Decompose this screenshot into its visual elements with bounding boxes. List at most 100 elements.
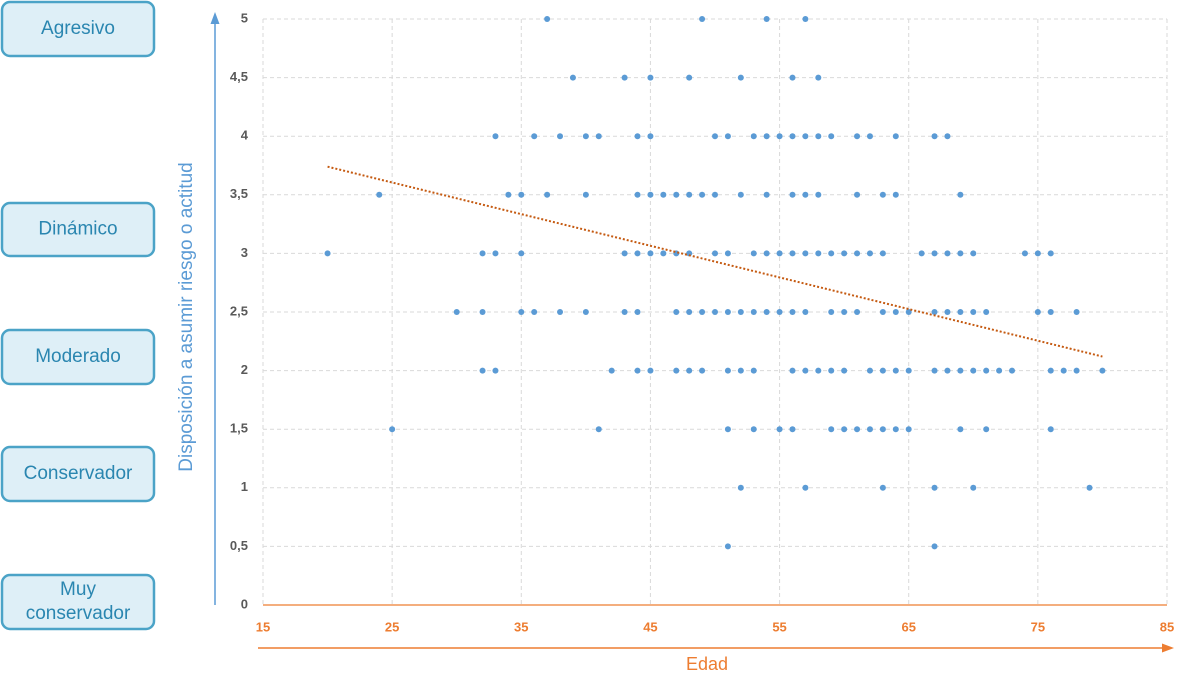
point (595, 426, 602, 433)
point (879, 250, 886, 257)
point (1086, 484, 1093, 491)
point (841, 250, 848, 257)
point (931, 484, 938, 491)
point (750, 309, 757, 315)
point (776, 133, 783, 140)
category-label-line: Muy (60, 579, 96, 600)
point (802, 133, 809, 140)
trendline (327, 165, 1103, 358)
point (828, 309, 835, 315)
point (1073, 367, 1080, 374)
point (1047, 367, 1054, 374)
y-tick-label: 5 (241, 10, 248, 25)
point (621, 309, 628, 315)
point (750, 133, 757, 140)
point (970, 367, 977, 374)
y-tick-label: 3,5 (230, 186, 248, 201)
point (892, 309, 899, 315)
category-label: Agresivo (41, 18, 115, 39)
category-label: Moderado (35, 346, 121, 367)
point (634, 367, 641, 374)
point (957, 191, 964, 198)
category-label: Muy conservador (26, 579, 131, 624)
point (802, 367, 809, 374)
point (879, 484, 886, 491)
point (815, 250, 822, 257)
point (686, 367, 693, 374)
point (866, 250, 873, 257)
point (905, 426, 912, 433)
point (582, 191, 589, 198)
point (621, 74, 628, 81)
point (776, 250, 783, 257)
point (686, 309, 693, 315)
point (712, 191, 718, 198)
point (582, 309, 589, 315)
point (815, 191, 822, 198)
point (595, 133, 602, 140)
point (1099, 367, 1106, 374)
point (750, 250, 757, 257)
point (647, 74, 654, 81)
point (789, 133, 796, 140)
category-box (0, 328, 156, 386)
point (557, 309, 564, 315)
point (1021, 250, 1028, 257)
point (1047, 426, 1054, 433)
point (608, 367, 615, 374)
point (866, 133, 873, 140)
point (854, 426, 861, 433)
point (750, 367, 757, 374)
x-axis-label: Edad (686, 654, 728, 674)
category-label: Dinámico (38, 219, 117, 240)
point (518, 309, 525, 315)
point (931, 543, 938, 550)
point (879, 309, 886, 315)
point (724, 426, 731, 433)
point (879, 426, 886, 433)
point (789, 426, 796, 433)
point (854, 309, 861, 315)
point (931, 309, 938, 315)
point (544, 191, 551, 198)
point (324, 250, 331, 257)
point (944, 309, 951, 315)
point (376, 191, 383, 198)
point (1047, 309, 1054, 315)
y-tick-label: 1,5 (230, 421, 248, 436)
point (892, 133, 899, 140)
point (931, 133, 938, 140)
point (789, 309, 796, 315)
category-box (0, 0, 156, 58)
point (712, 250, 718, 257)
point (647, 367, 654, 374)
point (789, 74, 796, 81)
point (582, 133, 589, 140)
point (983, 309, 990, 315)
point (815, 133, 822, 140)
point (453, 309, 460, 315)
point (621, 250, 628, 257)
point (699, 367, 706, 374)
point (841, 426, 848, 433)
category-box (0, 445, 156, 503)
x-tick-label: 55 (772, 619, 786, 634)
point (957, 426, 964, 433)
y-tick-label: 0,5 (230, 538, 248, 553)
point (828, 426, 835, 433)
point (854, 133, 861, 140)
point (505, 191, 512, 198)
x-tick-label: 15 (256, 619, 270, 634)
point (931, 250, 938, 257)
point (660, 250, 667, 257)
category-label: Conservador (24, 463, 133, 484)
point (957, 250, 964, 257)
point (724, 250, 731, 257)
point (699, 16, 706, 22)
point (776, 309, 783, 315)
point (944, 133, 951, 140)
point (724, 309, 731, 315)
point (996, 367, 1003, 374)
point (750, 426, 757, 433)
